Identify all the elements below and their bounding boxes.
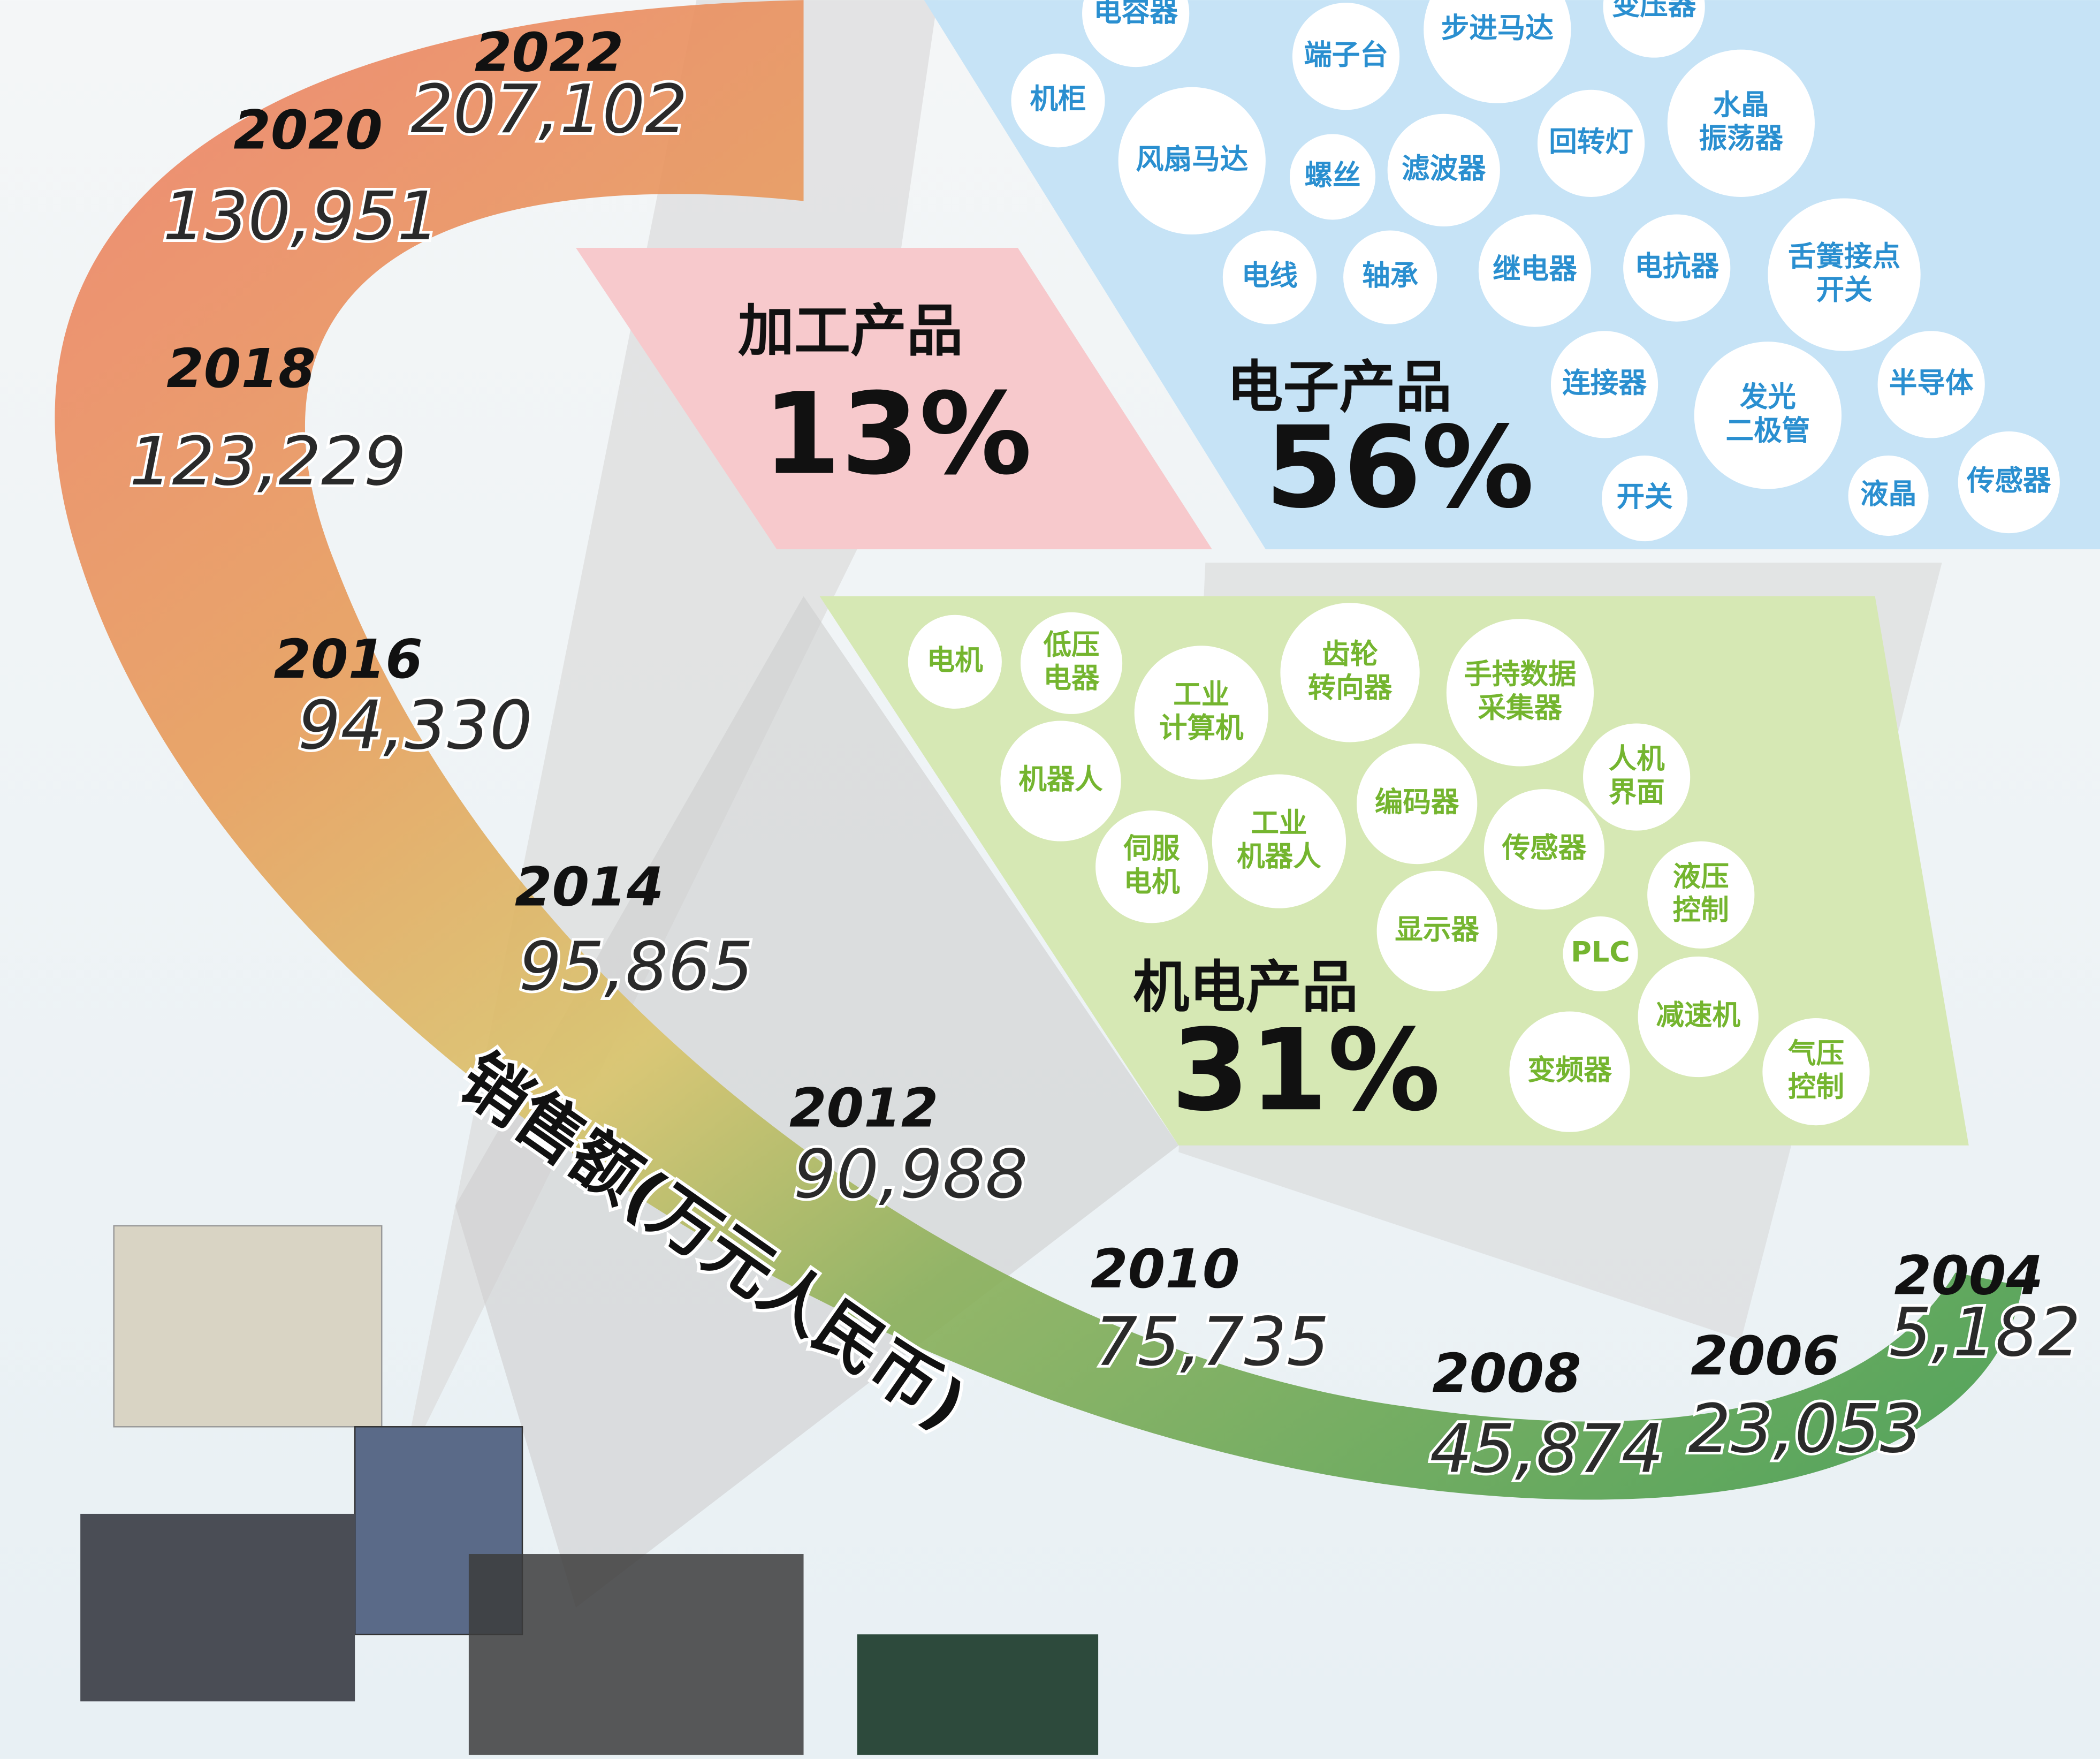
year-label: 2006 — [1691, 1324, 1840, 1387]
item-label: 电机 — [1124, 866, 1181, 898]
item-label: 风扇马达 — [1136, 143, 1249, 176]
item-label: 采集器 — [1478, 692, 1563, 724]
sales-value: 75,735 — [1095, 1302, 1329, 1381]
sales-value: 5,182 — [1889, 1293, 2081, 1371]
item-label: 编码器 — [1375, 786, 1459, 818]
sales-value: 130,951 — [163, 177, 439, 255]
item-label: 传感器 — [1966, 465, 2051, 497]
item-label: 螺丝 — [1304, 159, 1360, 192]
item-label: 开关 — [1617, 481, 1673, 513]
item-label: 水晶 — [1713, 89, 1769, 122]
year-label: 2010 — [1091, 1238, 1240, 1300]
item-label: 转向器 — [1308, 671, 1393, 704]
photo — [857, 1634, 1098, 1755]
item-label: 伺服 — [1123, 832, 1181, 865]
processed-share: 13% — [763, 369, 1032, 500]
sales-value: 90,988 — [794, 1135, 1028, 1213]
item-label: 步进马达 — [1441, 12, 1554, 44]
item-label: 工业 — [1173, 678, 1229, 711]
item-label: 低压 — [1043, 628, 1099, 661]
photo — [469, 1554, 804, 1755]
photo — [80, 1514, 355, 1701]
item-label: 电机 — [927, 644, 984, 677]
item-label: 回转灯 — [1549, 125, 1633, 158]
year-label: 2008 — [1432, 1342, 1581, 1405]
item-label: 机柜 — [1030, 82, 1086, 115]
item-label: 显示器 — [1395, 913, 1479, 946]
item-label: 变压器 — [1612, 0, 1696, 21]
item-label: 电容器 — [1093, 0, 1178, 28]
page: 加工产品 13% 电子产品 56% 机电产品 31% 销售额(万元人民币) 20… — [0, 0, 2100, 1759]
item-label: 发光 — [1740, 381, 1796, 413]
sales-value: 94,330 — [298, 686, 532, 764]
item-label: 端子台 — [1304, 39, 1388, 71]
item-label: 工业 — [1251, 807, 1307, 839]
item-label: 开关 — [1816, 274, 1873, 306]
year-label: 2014 — [515, 856, 664, 919]
sales-value: 95,865 — [519, 928, 754, 1006]
item-label: 控制 — [1788, 1071, 1844, 1103]
sales-value: 123,229 — [130, 422, 406, 501]
infographic: 加工产品 13% 电子产品 56% 机电产品 31% 销售额(万元人民币) 20… — [0, 0, 2100, 1759]
sales-value: 45,874 — [1430, 1410, 1664, 1488]
item-label: 减速机 — [1656, 999, 1740, 1032]
item-label: 传感器 — [1502, 831, 1587, 864]
item-label: 控制 — [1673, 894, 1729, 927]
item-label: 电抗器 — [1634, 250, 1719, 283]
processed-title: 加工产品 — [738, 298, 963, 364]
item-label: 振荡器 — [1699, 122, 1783, 155]
year-label: 2016 — [273, 628, 423, 691]
item-label: 电器 — [1043, 662, 1100, 695]
item-label: 人机 — [1609, 742, 1665, 775]
item-label: 轴承 — [1362, 260, 1419, 292]
item-label: 液压 — [1673, 860, 1729, 893]
year-label: 2020 — [233, 99, 383, 162]
item-label: 齿轮 — [1322, 638, 1378, 671]
item-label: PLC — [1571, 936, 1630, 969]
item-label: 界面 — [1609, 776, 1665, 808]
item-label: 机器人 — [1237, 840, 1321, 873]
mechatronic-share: 31% — [1171, 1005, 1440, 1136]
item-label: 变频器 — [1527, 1054, 1612, 1087]
item-label: 二极管 — [1726, 414, 1810, 447]
item-label: 机器人 — [1018, 763, 1103, 796]
item-label: 继电器 — [1493, 253, 1577, 285]
item-label: 半导体 — [1889, 367, 1974, 399]
item-label: 舌簧接点 — [1788, 240, 1900, 272]
year-label: 2018 — [166, 337, 316, 400]
photo — [114, 1226, 382, 1427]
item-label: 气压 — [1788, 1037, 1844, 1070]
item-label: 电线 — [1242, 260, 1298, 292]
item-label: 计算机 — [1159, 711, 1244, 744]
year-label: 2012 — [789, 1077, 939, 1140]
electronic-share: 56% — [1265, 402, 1534, 533]
item-label: 手持数据 — [1464, 658, 1576, 691]
item-label: 滤波器 — [1402, 153, 1486, 185]
item-label: 液晶 — [1860, 478, 1916, 511]
item-label: 连接器 — [1562, 367, 1647, 399]
sales-value: 207,102 — [410, 70, 687, 148]
sales-value: 23,053 — [1688, 1390, 1923, 1468]
